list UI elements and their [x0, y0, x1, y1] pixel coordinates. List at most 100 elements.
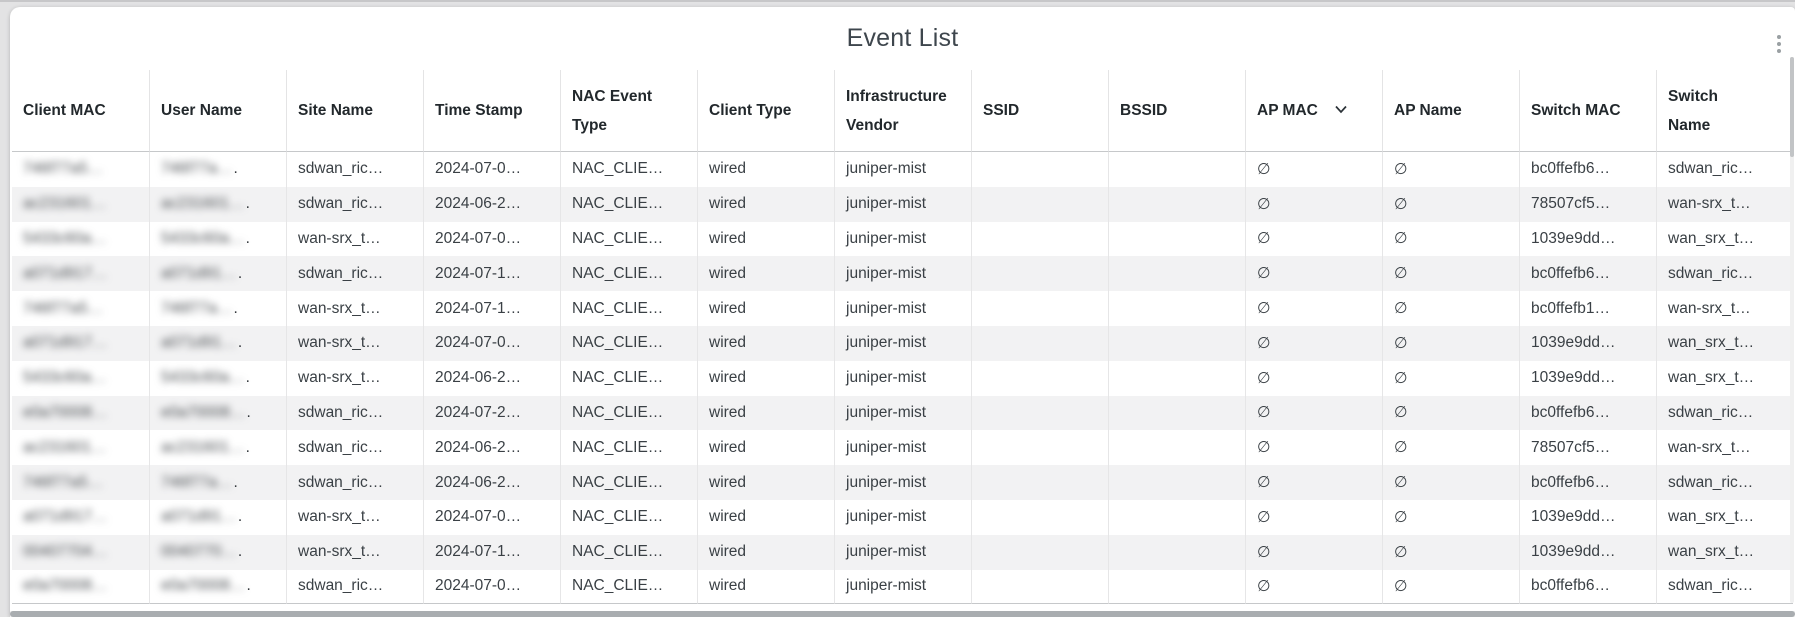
table-row[interactable]: a071d917… a071d91…. wan-srx_t… 2024-07-0… NA…: [12, 325, 1793, 361]
cell-apName: ∅: [1382, 395, 1519, 431]
table-row[interactable]: 746f77a5… 746f77a…. sdwan_ric… 2024-06-2… NA…: [12, 465, 1793, 500]
cell-clientMac: 746f77a5…: [12, 152, 149, 187]
column-header-clientType[interactable]: Client Type: [697, 70, 834, 152]
vertical-scrollbar[interactable]: [1790, 57, 1794, 603]
cell-apMac: ∅: [1245, 186, 1382, 222]
table-row[interactable]: 5433c60a… 5433c60a…. wan-srx_t… 2024-07-0… N…: [12, 221, 1793, 257]
cell-clientType: wired: [697, 152, 834, 187]
cell-siteName: wan-srx_t…: [286, 360, 423, 396]
cell-apName: ∅: [1382, 360, 1519, 396]
cell-apName: ∅: [1382, 499, 1519, 535]
cell-apMac: ∅: [1245, 395, 1382, 431]
column-header-switchMac[interactable]: Switch MAC: [1519, 70, 1656, 152]
cell-infraVendor: juniper-mist: [834, 465, 971, 500]
column-header-label: User Name: [161, 102, 242, 119]
cell-nacEventType: NAC_CLIE…: [560, 430, 697, 466]
cell-nacEventType: NAC_CLIE…: [560, 256, 697, 292]
redacted-text: 746f77a…: [161, 160, 233, 178]
table-row[interactable]: a071d917… a071d91…. wan-srx_t… 2024-07-0… NA…: [12, 499, 1793, 535]
table-row[interactable]: 746f77a5… 746f77a…. sdwan_ric… 2024-07-0… NA…: [12, 152, 1793, 187]
cell-ssid: [971, 360, 1108, 396]
cell-nacEventType: NAC_CLIE…: [560, 395, 697, 431]
cell-userName: ac231601….: [149, 430, 286, 466]
cell-siteName: wan-srx_t…: [286, 534, 423, 570]
table-row[interactable]: 00407704… 0040770…. wan-srx_t… 2024-07-1… NA…: [12, 534, 1793, 570]
vertical-scrollbar-thumb[interactable]: [1790, 57, 1794, 157]
cell-switchMac: 78507cf5…: [1519, 430, 1656, 466]
redaction-tail: .: [246, 577, 251, 595]
cell-switchName: wan_srx_t…: [1656, 499, 1793, 535]
redacted-text: e0a70008…: [161, 577, 246, 595]
cell-userName: a071d91….: [149, 325, 286, 361]
cell-infraVendor: juniper-mist: [834, 186, 971, 222]
cell-bssid: [1108, 499, 1245, 535]
cell-bssid: [1108, 465, 1245, 500]
cell-userName: e0a70008….: [149, 569, 286, 605]
column-header-userName[interactable]: User Name: [149, 70, 286, 152]
column-header-label: Switch MAC: [1531, 102, 1621, 119]
page-top-edge: [0, 0, 1795, 2]
column-header-label: Client Type: [709, 102, 792, 119]
column-header-switchName[interactable]: Switch Name: [1656, 70, 1793, 152]
cell-switchName: wan-srx_t…: [1656, 291, 1793, 326]
table-row[interactable]: 746f77a5… 746f77a…. wan-srx_t… 2024-07-1… NA…: [12, 291, 1793, 326]
redaction-tail: .: [233, 160, 238, 178]
column-header-siteName[interactable]: Site Name: [286, 70, 423, 152]
cell-timeStamp: 2024-07-2…: [423, 395, 560, 431]
column-header-label: BSSID: [1120, 102, 1168, 119]
cell-timeStamp: 2024-07-0…: [423, 569, 560, 605]
column-header-apMac[interactable]: AP MAC: [1245, 70, 1382, 152]
table-row[interactable]: ac231601… ac231601…. sdwan_ric… 2024-06-2… N…: [12, 430, 1793, 466]
cell-switchName: wan_srx_t…: [1656, 325, 1793, 361]
column-header-label: Client MAC: [23, 102, 106, 119]
cell-userName: 5433c60a….: [149, 221, 286, 257]
column-header-clientMac[interactable]: Client MAC: [12, 70, 149, 152]
cell-switchName: sdwan_ric…: [1656, 569, 1793, 605]
cell-infraVendor: juniper-mist: [834, 430, 971, 466]
table-row[interactable]: e0a70008… e0a70008…. sdwan_ric… 2024-07-0… N…: [12, 569, 1793, 605]
horizontal-scrollbar[interactable]: [10, 611, 1795, 617]
column-header-nacEventType[interactable]: NAC Event Type: [560, 70, 697, 152]
redacted-text: ac231601…: [161, 195, 245, 213]
cell-siteName: sdwan_ric…: [286, 256, 423, 292]
cell-nacEventType: NAC_CLIE…: [560, 186, 697, 222]
column-header-infraVendor[interactable]: Infrastructure Vendor: [834, 70, 971, 152]
column-header-ssid[interactable]: SSID: [971, 70, 1108, 152]
cell-userName: 746f77a….: [149, 291, 286, 326]
column-header-apName[interactable]: AP Name: [1382, 70, 1519, 152]
cell-clientType: wired: [697, 186, 834, 222]
redacted-text: 5433c60a…: [161, 229, 245, 247]
cell-siteName: wan-srx_t…: [286, 325, 423, 361]
column-header-timeStamp[interactable]: Time Stamp: [423, 70, 560, 152]
cell-apMac: ∅: [1245, 569, 1382, 605]
table-row[interactable]: a071d917… a071d91…. sdwan_ric… 2024-07-1… NA…: [12, 256, 1793, 292]
cell-siteName: wan-srx_t…: [286, 291, 423, 326]
column-header-label: SSID: [983, 102, 1020, 119]
cell-ssid: [971, 430, 1108, 466]
cell-ssid: [971, 325, 1108, 361]
cell-switchMac: 1039e9dd…: [1519, 534, 1656, 570]
cell-timeStamp: 2024-07-1…: [423, 291, 560, 326]
cell-ssid: [971, 499, 1108, 535]
cell-switchName: wan_srx_t…: [1656, 221, 1793, 257]
column-header-label: Site Name: [298, 102, 373, 119]
table-row[interactable]: e0a70008… e0a70008…. sdwan_ric… 2024-07-2… N…: [12, 395, 1793, 431]
cell-clientMac: 746f77a5…: [12, 291, 149, 326]
table-row[interactable]: 5433c60a… 5433c60a…. wan-srx_t… 2024-06-2… N…: [12, 360, 1793, 396]
cell-userName: a071d91….: [149, 256, 286, 292]
cell-apMac: ∅: [1245, 430, 1382, 466]
redacted-text: 746f77a5…: [23, 473, 104, 491]
column-header-bssid[interactable]: BSSID: [1108, 70, 1245, 152]
event-list-table: Client MAC User Name Site Name Time Stamp NA…: [12, 70, 1793, 605]
cell-infraVendor: juniper-mist: [834, 291, 971, 326]
cell-siteName: sdwan_ric…: [286, 186, 423, 222]
horizontal-scrollbar-thumb[interactable]: [10, 611, 1795, 617]
redaction-tail: .: [237, 508, 243, 526]
column-header-label: Switch Name: [1668, 87, 1718, 134]
cell-switchName: wan_srx_t…: [1656, 534, 1793, 570]
table-row[interactable]: ac231601… ac231601…. sdwan_ric… 2024-06-2… N…: [12, 186, 1793, 222]
redaction-tail: .: [245, 438, 250, 456]
more-options-kebab-icon[interactable]: [1775, 33, 1783, 55]
cell-apName: ∅: [1382, 186, 1519, 222]
redaction-tail: .: [233, 473, 238, 491]
